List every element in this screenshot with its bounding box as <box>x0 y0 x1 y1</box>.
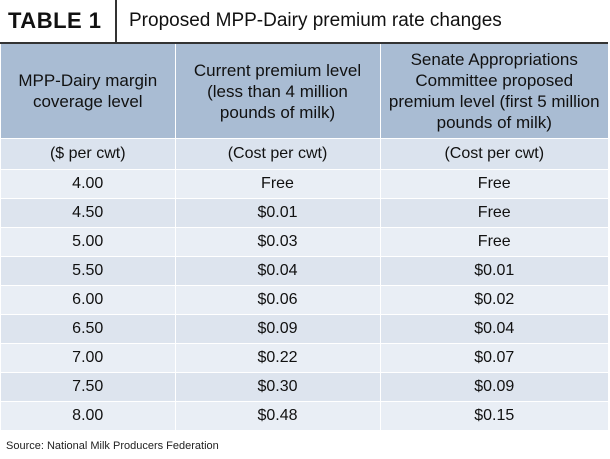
header-margin-level: MPP-Dairy margin coverage level <box>1 44 176 139</box>
table-row: 7.00 $0.22 $0.07 <box>1 343 608 373</box>
table-cell: Free <box>380 198 608 228</box>
source-note: Source: National Milk Producers Federati… <box>6 440 219 452</box>
table-cell: $0.48 <box>175 401 381 430</box>
table-row: 5.00 $0.03 Free <box>1 227 608 257</box>
table-cell: $0.15 <box>380 401 608 430</box>
premium-rate-table: MPP-Dairy margin coverage level Current … <box>1 44 608 430</box>
table-cell: 8.00 <box>1 401 176 430</box>
table-cell: $0.06 <box>175 285 381 315</box>
table-cell: 6.50 <box>1 314 176 344</box>
table-cell: $0.09 <box>175 314 381 344</box>
table-row: 8.00 $0.48 $0.15 <box>1 401 608 430</box>
table-row: 5.50 $0.04 $0.01 <box>1 256 608 286</box>
table-cell: 4.50 <box>1 198 176 228</box>
table-label: TABLE 1 <box>0 0 117 42</box>
table-cell: $0.07 <box>380 343 608 373</box>
table-cell: $0.22 <box>175 343 381 373</box>
table-row: 6.00 $0.06 $0.02 <box>1 285 608 315</box>
table-cell: $0.30 <box>175 372 381 402</box>
table-cell: 4.00 <box>1 169 176 199</box>
table-row: 4.00 Free Free <box>1 169 608 199</box>
header-proposed-premium: Senate Appropriations Committee proposed… <box>380 44 608 139</box>
table-cell: $0.04 <box>380 314 608 344</box>
header-current-premium: Current premium level (less than 4 milli… <box>175 44 381 139</box>
table-cell: 6.00 <box>1 285 176 315</box>
table-title: Proposed MPP-Dairy premium rate changes <box>129 10 502 31</box>
table-cell: $0.01 <box>175 198 381 228</box>
table-cell: 5.50 <box>1 256 176 286</box>
table-body: ($ per cwt) (Cost per cwt) (Cost per cwt… <box>1 138 608 430</box>
table-cell: Free <box>380 227 608 257</box>
table-cell: 7.50 <box>1 372 176 402</box>
title-bar: TABLE 1 Proposed MPP-Dairy premium rate … <box>0 0 608 44</box>
table-cell: Free <box>175 169 381 199</box>
unit-cell: (Cost per cwt) <box>380 138 608 170</box>
table-cell: $0.03 <box>175 227 381 257</box>
table-cell: $0.02 <box>380 285 608 315</box>
unit-cell: ($ per cwt) <box>1 138 176 170</box>
table-row: 7.50 $0.30 $0.09 <box>1 372 608 402</box>
header-row: MPP-Dairy margin coverage level Current … <box>1 44 608 139</box>
table-cell: $0.01 <box>380 256 608 286</box>
unit-cell: (Cost per cwt) <box>175 138 381 170</box>
units-row: ($ per cwt) (Cost per cwt) (Cost per cwt… <box>1 138 608 170</box>
table-row: 4.50 $0.01 Free <box>1 198 608 228</box>
table-cell: $0.04 <box>175 256 381 286</box>
table-cell: $0.09 <box>380 372 608 402</box>
table-cell: Free <box>380 169 608 199</box>
table-row: 6.50 $0.09 $0.04 <box>1 314 608 344</box>
table-cell: 5.00 <box>1 227 176 257</box>
table-cell: 7.00 <box>1 343 176 373</box>
